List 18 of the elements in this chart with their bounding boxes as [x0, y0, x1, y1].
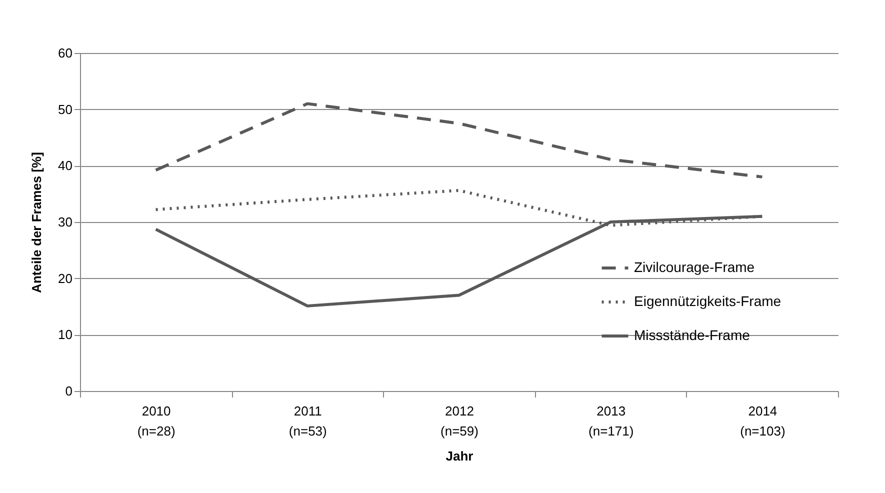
x-tick-label: 2013 (n=171)	[588, 404, 634, 438]
y-tick-label: 20	[58, 270, 72, 286]
y-tick-label: 30	[58, 214, 72, 230]
y-tick-label: 50	[58, 102, 72, 117]
legend-label: Zivilcourage-Frame	[634, 259, 755, 275]
y-axis-title: Anteile der Frames [%]	[29, 152, 44, 293]
x-tick-label: 2014 (n=103)	[740, 404, 786, 438]
line-series	[154, 102, 764, 178]
y-tick-label: 10	[58, 327, 72, 342]
y-tick-label: 60	[58, 46, 72, 60]
x-tick-label: 2012 (n=59)	[440, 404, 478, 438]
x-axis-title: Jahr	[446, 448, 474, 464]
legend-label: Missstände-Frame	[634, 327, 750, 343]
legend-label: Eigennützigkeits-Frame	[634, 293, 782, 309]
x-tick-label: 2010 (n=28)	[137, 404, 176, 438]
y-tick-label: 40	[58, 158, 72, 174]
y-tick-label: 0	[65, 384, 72, 398]
x-tick-label: 2011 (n=53)	[288, 404, 327, 438]
